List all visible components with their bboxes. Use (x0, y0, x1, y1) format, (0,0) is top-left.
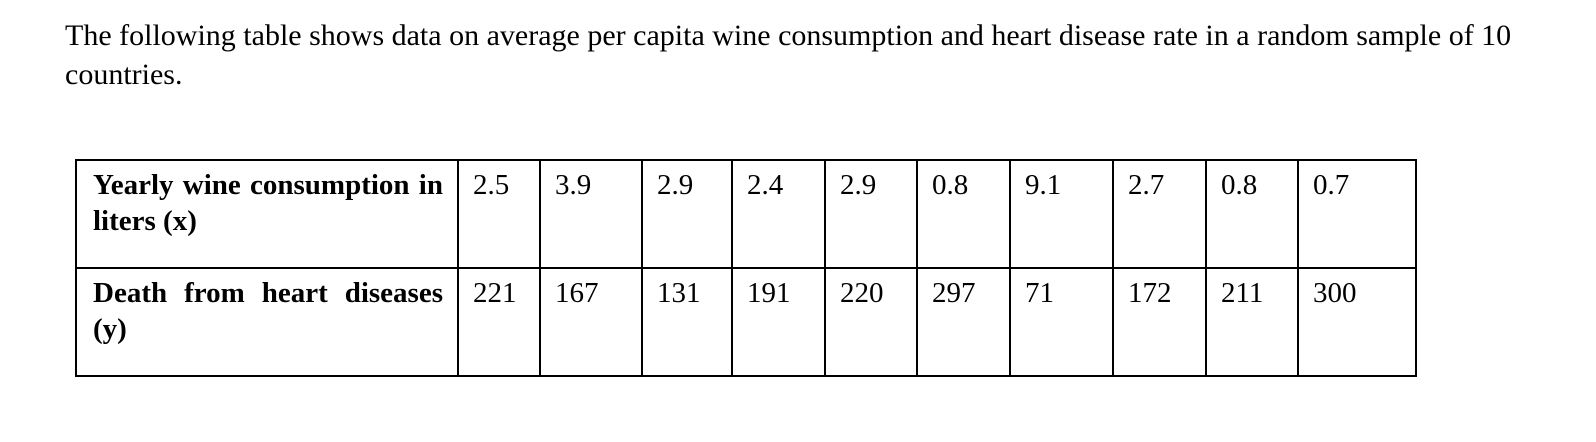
table-cell: 191 (731, 267, 826, 377)
table-cell: 2.9 (824, 159, 918, 269)
table-cell: 221 (457, 267, 541, 377)
table-cell: 2.7 (1112, 159, 1207, 269)
row-label: Death from heart diseases (y) (75, 267, 459, 377)
table-cell: 9.1 (1009, 159, 1114, 269)
table-cell: 0.8 (1205, 159, 1299, 269)
table-cell: 2.9 (641, 159, 733, 269)
table-cell: 172 (1112, 267, 1207, 377)
table-cell: 131 (641, 267, 733, 377)
table-cell: 2.4 (731, 159, 826, 269)
row-label: Yearly wine consumption in liters (x) (75, 159, 459, 269)
table-row: Death from heart diseases (y) 221 167 131 19… (75, 267, 1417, 377)
table-row: Yearly wine consumption in liters (x) 2.5… (75, 159, 1417, 269)
table-cell: 167 (539, 267, 643, 377)
table-cell: 3.9 (539, 159, 643, 269)
table-cell: 297 (916, 267, 1011, 377)
table-cell: 0.8 (916, 159, 1011, 269)
table-cell: 211 (1205, 267, 1299, 377)
data-table: Yearly wine consumption in liters (x) 2.5… (75, 159, 1417, 377)
table-cell: 220 (824, 267, 918, 377)
table-cell: 71 (1009, 267, 1114, 377)
table-cell: 2.5 (457, 159, 541, 269)
table-body: Yearly wine consumption in liters (x) 2.5… (75, 159, 1417, 377)
intro-text: The following table shows data on averag… (65, 19, 1512, 91)
table-cell: 0.7 (1297, 159, 1417, 269)
table-cell: 300 (1297, 267, 1417, 377)
